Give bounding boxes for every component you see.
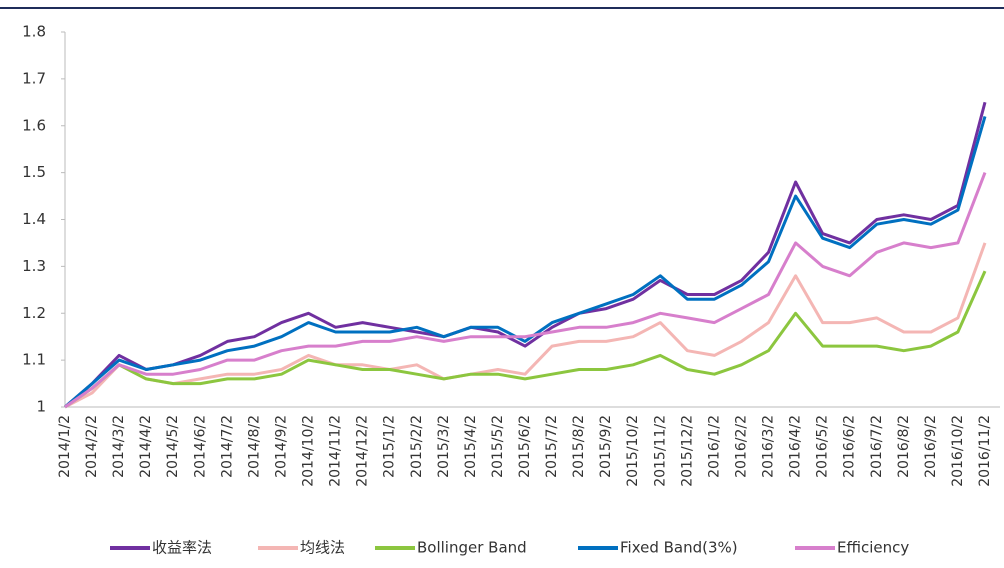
y-tick-label: 1	[36, 398, 46, 416]
x-tick-label: 2015/11/2	[652, 415, 668, 487]
x-tick-label: 2015/2/2	[409, 415, 425, 478]
x-tick-label: 2015/4/2	[463, 415, 479, 478]
x-tick-label: 2014/9/2	[273, 415, 289, 478]
x-tick-label: 2014/5/2	[165, 415, 181, 478]
x-tick-label: 2016/3/2	[761, 415, 777, 478]
x-tick-label: 2015/6/2	[517, 415, 533, 478]
x-tick-label: 2014/8/2	[246, 415, 262, 478]
x-tick-label: 2014/11/2	[328, 415, 344, 487]
x-tick-label: 2016/7/2	[869, 415, 885, 478]
x-tick-label: 2015/8/2	[571, 415, 587, 478]
x-tick-label: 2016/2/2	[733, 415, 749, 478]
x-tick-label: 2015/7/2	[544, 415, 560, 478]
series-line	[64, 172, 987, 409]
series-line	[64, 115, 987, 409]
series-line	[64, 242, 987, 409]
y-tick-label: 1.7	[22, 69, 46, 87]
x-tick-label: 2016/8/2	[896, 415, 912, 478]
x-tick-label: 2015/3/2	[436, 415, 452, 478]
legend-label: 均线法	[300, 539, 345, 557]
legend-label: Fixed Band(3%)	[620, 539, 738, 557]
x-tick-label: 2014/12/2	[355, 415, 371, 487]
legend-label: Bollinger Band	[417, 539, 527, 557]
x-tick-label: 2015/1/2	[382, 415, 398, 478]
x-tick-label: 2014/7/2	[219, 415, 235, 478]
x-tick-label: 2015/12/2	[679, 415, 695, 487]
x-tick-label: 2016/10/2	[950, 415, 966, 487]
legend-label: 收益率法	[152, 539, 212, 557]
y-tick-label: 1.6	[22, 116, 46, 134]
x-tick-label: 2016/5/2	[815, 415, 831, 478]
x-tick-label: 2014/2/2	[84, 415, 100, 478]
x-tick-label: 2016/9/2	[923, 415, 939, 478]
x-tick-label: 2015/10/2	[625, 415, 641, 487]
x-tick-label: 2014/10/2	[301, 415, 317, 487]
x-tick-label: 2014/1/2	[57, 415, 73, 478]
y-tick-label: 1.1	[22, 351, 46, 369]
x-tick-label: 2016/1/2	[706, 415, 722, 478]
series-line	[64, 101, 987, 409]
x-tick-label: 2014/4/2	[138, 415, 154, 478]
x-tick-label: 2016/6/2	[842, 415, 858, 478]
series-line	[64, 270, 987, 409]
y-tick-label: 1.3	[22, 257, 46, 275]
legend-label: Efficiency	[837, 539, 909, 557]
x-tick-label: 2016/4/2	[788, 415, 804, 478]
x-tick-label: 2014/6/2	[192, 415, 208, 478]
y-tick-label: 1.4	[22, 210, 46, 228]
x-tick-label: 2015/5/2	[490, 415, 506, 478]
x-tick-label: 2016/11/2	[977, 415, 993, 487]
x-tick-label: 2014/3/2	[111, 415, 127, 478]
y-tick-label: 1.5	[22, 163, 46, 181]
x-tick-label: 2015/9/2	[598, 415, 614, 478]
y-tick-label: 1.8	[22, 23, 46, 41]
y-tick-label: 1.2	[22, 304, 46, 322]
